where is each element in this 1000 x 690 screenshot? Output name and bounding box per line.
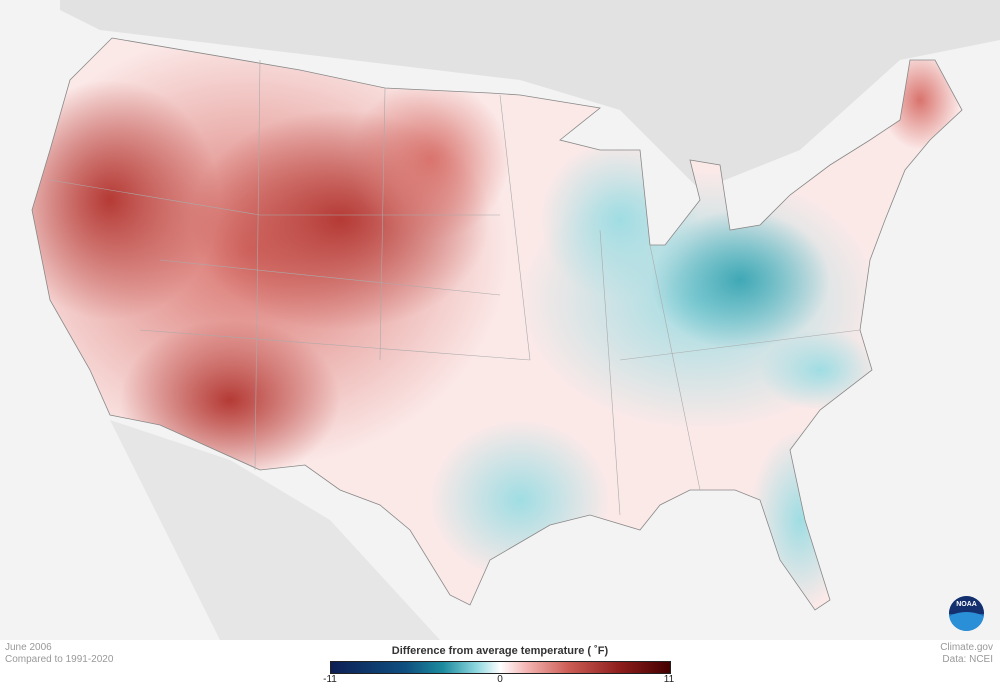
noaa-logo: NOAA xyxy=(949,596,984,631)
caption: June 2006 Compared to 1991-2020 xyxy=(5,642,113,666)
surrounding-land xyxy=(60,0,1000,640)
legend-min-label: -11 xyxy=(323,674,337,685)
legend-color-bar xyxy=(330,661,671,674)
legend-title: Difference from average temperature ( ˚F… xyxy=(391,645,609,657)
credits: Climate.gov Data: NCEI xyxy=(940,642,993,666)
data-credit: Data: NCEI xyxy=(942,654,993,665)
legend-max-label: 11 xyxy=(663,674,675,685)
state-borders xyxy=(49,59,861,516)
footer: June 2006 Compared to 1991-2020 Differen… xyxy=(0,640,1000,690)
legend-mid-label: 0 xyxy=(497,674,503,685)
temperature-anomaly-map xyxy=(31,0,1000,640)
baseline-label: Compared to 1991-2020 xyxy=(5,654,114,665)
date-label: June 2006 xyxy=(5,642,52,653)
site-credit: Climate.gov xyxy=(940,642,993,653)
